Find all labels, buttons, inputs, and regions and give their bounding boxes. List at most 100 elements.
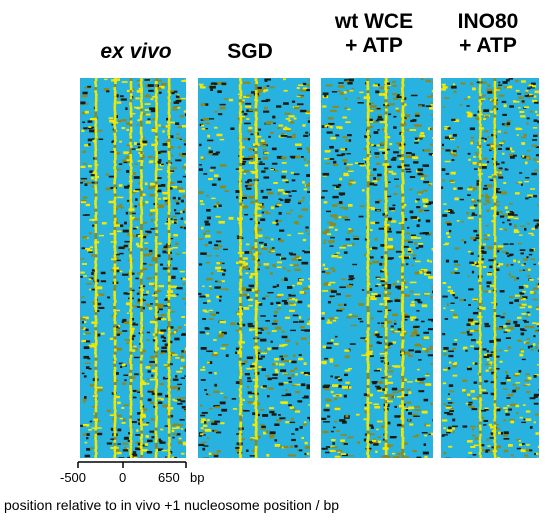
heatmap-speck [242,195,248,197]
heatmap-speck [134,163,138,165]
nucleosome-stripe [493,126,496,130]
heatmap-speck [286,130,291,132]
heatmap-speck [413,329,418,333]
heatmap-speck [173,234,178,237]
heatmap-speck [242,288,249,292]
nucleosome-stripe [139,199,143,203]
nucleosome-stripe [154,318,158,322]
nucleosome-stripe [478,281,482,285]
nucleosome-stripe [366,214,370,218]
nucleosome-stripe [493,181,497,185]
heatmap-speck [525,89,529,92]
nucleosome-stripe [238,296,242,300]
heatmap-speck [200,427,204,430]
nucleosome-stripe [478,105,481,109]
heatmap-speck [526,256,529,259]
heatmap-speck [503,104,507,108]
heatmap-speck [209,169,214,172]
nucleosome-stripe [154,321,158,325]
nucleosome-stripe [366,424,370,428]
nucleosome-stripe [401,111,405,115]
nucleosome-stripe [154,369,158,373]
heatmap-speck [472,397,478,400]
nucleosome-stripe [154,375,158,379]
heatmap-speck [336,252,340,254]
nucleosome-stripe [129,90,133,94]
heatmap-speck [370,297,377,301]
heatmap-speck [163,364,170,366]
heatmap-speck [149,430,155,433]
heatmap-speck [82,236,88,239]
heatmap-speck [198,263,203,266]
nucleosome-stripe [478,375,482,379]
nucleosome-stripe [155,309,158,313]
nucleosome-stripe [384,199,388,203]
heatmap-speck [215,311,220,314]
heatmap-speck [256,258,260,262]
heatmap-speck [450,407,454,410]
nucleosome-stripe [140,321,143,325]
nucleosome-stripe [367,135,370,139]
nucleosome-stripe [239,324,243,328]
heatmap-speck [442,368,448,371]
nucleosome-stripe [478,205,482,209]
heatmap-speck [489,110,494,113]
nucleosome-stripe [384,339,388,343]
heatmap-speck [370,426,374,429]
nucleosome-stripe [168,436,171,440]
heatmap-speck [111,79,117,82]
heatmap-speck [449,229,452,233]
nucleosome-stripe [168,369,171,373]
heatmap-speck [464,241,467,244]
nucleosome-stripe [155,135,158,139]
heatmap-speck [452,347,456,350]
heatmap-speck [169,311,175,313]
heatmap-speck [333,214,338,217]
heatmap-speck [431,127,433,130]
heatmap-speck [406,170,412,173]
heatmap-speck [268,250,275,253]
heatmap-speck [120,98,127,101]
nucleosome-stripe [129,199,132,203]
heatmap-speck [244,213,249,216]
nucleosome-stripe [167,126,171,130]
nucleosome-stripe [94,123,97,127]
nucleosome-stripe [154,336,158,340]
heatmap-speck [430,153,433,156]
heatmap-speck [404,286,408,289]
nucleosome-stripe [129,296,133,300]
heatmap-speck [118,184,123,187]
nucleosome-stripe [113,391,117,395]
heatmap-speck [525,341,530,345]
heatmap-speck [172,196,176,200]
heatmap-speck [387,444,394,447]
heatmap-speck [454,339,458,341]
heatmap-speck [158,198,161,200]
heatmap-speck [289,303,296,306]
nucleosome-stripe [114,345,117,349]
nucleosome-stripe [255,351,258,355]
heatmap-speck [262,385,267,388]
nucleosome-stripe [167,205,171,209]
heatmap-speck [480,127,484,130]
nucleosome-stripe [140,257,143,261]
heatmap-speck [307,233,310,235]
heatmap-speck [530,349,534,351]
heatmap-speck [332,105,339,108]
heatmap-speck [418,359,422,361]
nucleosome-stripe [239,312,243,316]
nucleosome-stripe [154,427,158,431]
heatmap-speck [290,171,294,174]
nucleosome-stripe [401,388,405,392]
heatmap-speck [236,261,239,264]
nucleosome-stripe [113,211,116,215]
nucleosome-stripe [140,160,144,164]
heatmap-speck [109,232,116,235]
nucleosome-stripe [94,312,98,316]
heatmap-speck [407,381,413,383]
heatmap-speck [150,418,155,421]
heatmap-speck [452,425,458,428]
nucleosome-stripe [154,226,158,230]
heatmap-speck [198,434,203,437]
heatmap-speck [124,221,127,225]
